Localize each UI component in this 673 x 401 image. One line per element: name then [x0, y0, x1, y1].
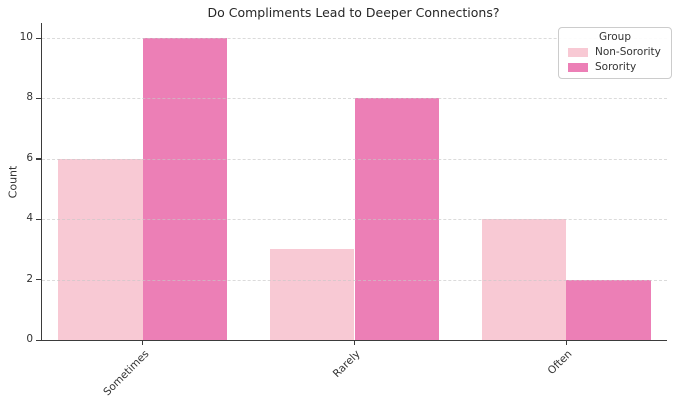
chart-title: Do Compliments Lead to Deeper Connection…: [207, 5, 500, 20]
y-tick: [36, 158, 41, 160]
bar-sorority-sometimes: [142, 38, 228, 340]
y-tick-label: 0: [26, 333, 33, 345]
y-tick: [36, 218, 41, 221]
y-tick-label: 4: [26, 212, 33, 225]
x-tick: [565, 340, 568, 345]
legend-items: Non-Sorority Sorority: [568, 46, 662, 73]
y-tick-label: 6: [26, 151, 33, 164]
gridline: [42, 219, 667, 221]
x-tick-label: Rarely: [331, 348, 363, 380]
legend-item-label: Sorority: [595, 61, 637, 73]
y-tick: [36, 339, 41, 341]
y-tick-label: 10: [19, 31, 33, 44]
legend-title: Group: [599, 31, 631, 43]
y-tick: [36, 279, 41, 281]
x-tick: [142, 340, 144, 345]
x-tick-label: Often: [545, 348, 575, 378]
legend-swatch-icon: [568, 62, 588, 72]
y-tick: [36, 97, 41, 100]
gridline: [42, 38, 667, 40]
gridline: [42, 158, 667, 160]
plot-area: 0 2 4 6 8 10 Sometimes Rarely Often: [20, 23, 667, 398]
gridline: [42, 98, 667, 100]
bar-sorority-often: [566, 279, 652, 340]
y-tick-label: 2: [26, 272, 33, 285]
y-tick: [36, 37, 41, 39]
legend-swatch-icon: [568, 47, 588, 57]
legend-item: Sorority: [568, 61, 662, 73]
legend-item-label: Non-Sorority: [595, 46, 661, 58]
bar-non-sorority-rarely: [269, 249, 355, 340]
y-axis-label: Count: [6, 165, 20, 199]
x-tick: [354, 340, 356, 345]
legend: Group Non-Sorority Sorority: [558, 27, 672, 79]
x-tick-label: Sometimes: [100, 348, 152, 399]
legend-item: Non-Sorority: [568, 46, 662, 58]
y-tick-label: 8: [26, 91, 33, 104]
gridline: [42, 279, 667, 281]
bar-non-sorority-sometimes: [57, 158, 143, 340]
